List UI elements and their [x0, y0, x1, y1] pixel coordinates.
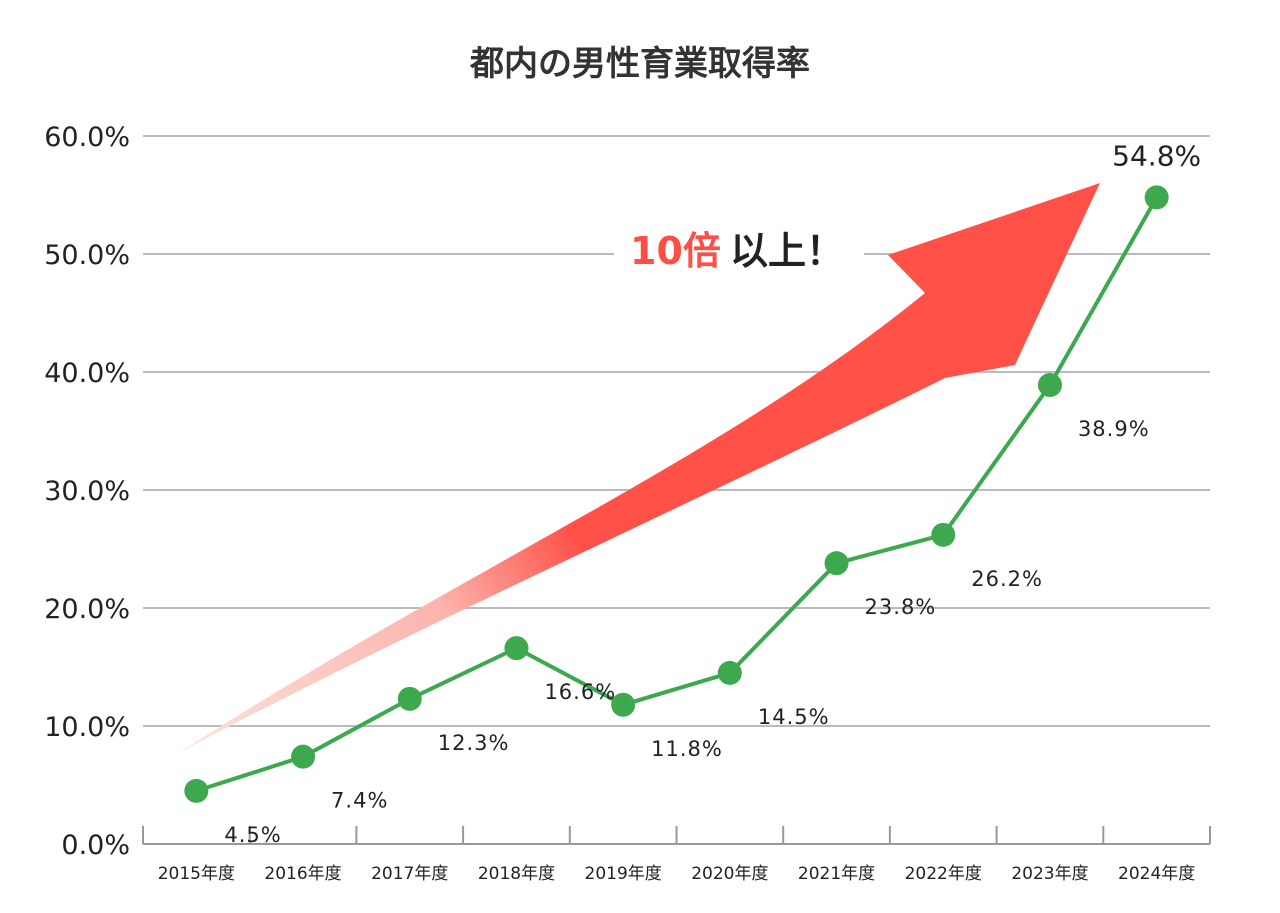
data-label: 7.4%: [331, 789, 388, 813]
data-label: 23.8%: [865, 595, 937, 619]
series-line: [195, 196, 1159, 793]
annotation-emphasis: 10倍: [630, 229, 721, 273]
x-tick-label: 2023年度: [1011, 864, 1088, 884]
data-point: [717, 660, 742, 685]
data-point: [397, 686, 422, 711]
y-tick-label: 60.0%: [44, 122, 130, 153]
data-point: [931, 522, 956, 547]
annotation: 10倍 以上！: [614, 229, 864, 282]
data-label: 14.5%: [758, 705, 830, 729]
y-axis-ticks: 0.0% 10.0% 20.0% 30.0% 40.0% 50.0% 60.0%: [44, 122, 130, 861]
data-point: [504, 636, 529, 661]
data-point: [824, 551, 849, 576]
data-labels: 4.5% 7.4% 12.3% 16.6% 11.8% 14.5% 23.8% 26.2% 38…: [224, 139, 1201, 847]
data-label: 26.2%: [971, 567, 1043, 591]
data-label: 38.9%: [1078, 417, 1150, 441]
y-tick-label: 10.0%: [44, 712, 130, 743]
x-axis: [142, 826, 1211, 845]
data-points: [184, 185, 1169, 803]
x-tick-label: 2015年度: [158, 864, 235, 884]
data-point: [1144, 185, 1169, 210]
x-tick-label: 2018年度: [478, 864, 555, 884]
data-point: [291, 744, 316, 769]
x-tick-label: 2020年度: [691, 864, 768, 884]
annotation-rest: 以上！: [730, 229, 844, 273]
y-tick-label: 40.0%: [44, 358, 130, 389]
y-tick-label: 50.0%: [44, 240, 130, 271]
x-tick-label: 2016年度: [264, 864, 341, 884]
growth-arrow-icon: [180, 183, 1100, 752]
x-tick-label: 2017年度: [371, 864, 448, 884]
annotation-backdrop: [614, 230, 864, 282]
data-label: 54.8%: [1112, 139, 1201, 172]
x-tick-label: 2021年度: [798, 864, 875, 884]
data-label: 16.6%: [544, 680, 616, 704]
x-tick-label: 2019年度: [585, 864, 662, 884]
data-point: [611, 692, 636, 717]
y-tick-label: 30.0%: [44, 476, 130, 507]
y-tick-label: 20.0%: [44, 594, 130, 625]
data-point: [1037, 372, 1062, 397]
data-label: 11.8%: [651, 737, 723, 761]
chart-title: 都内の男性育業取得率: [469, 44, 810, 84]
x-tick-label: 2024年度: [1118, 864, 1195, 884]
x-tick-label: 2022年度: [905, 864, 982, 884]
y-tick-label: 0.0%: [61, 830, 130, 861]
data-label: 4.5%: [224, 823, 281, 847]
annotation-text: 10倍 以上！: [630, 229, 844, 273]
x-axis-ticks: 2015年度 2016年度 2017年度 2018年度 2019年度 2020年度 2021…: [158, 864, 1196, 884]
data-point: [184, 778, 209, 803]
data-label: 12.3%: [438, 731, 510, 755]
